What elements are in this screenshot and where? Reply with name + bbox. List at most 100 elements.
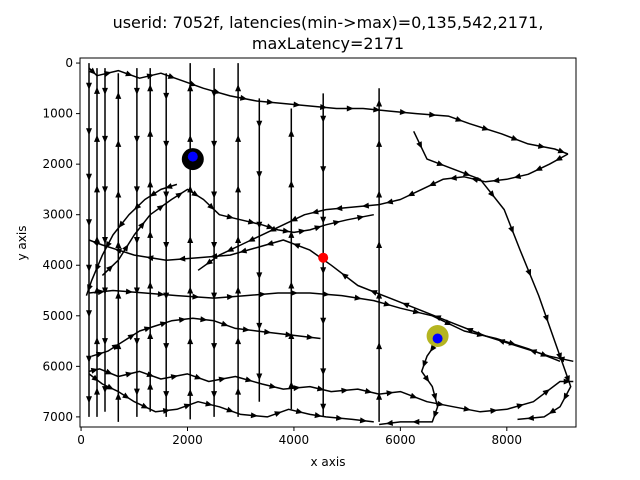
series-17-arrow-7 [163, 391, 170, 399]
series-6-arrow-2 [422, 359, 429, 368]
x-tick-label-4: 8000 [492, 433, 523, 447]
series-22-arrow-2 [288, 332, 295, 339]
series-3-arrow-13 [373, 106, 381, 113]
series-9-arrow-5 [175, 192, 183, 199]
series-0-arrow-6 [194, 373, 202, 380]
series-6-arrow-1 [429, 344, 437, 352]
series-11-arrow-7 [86, 355, 92, 363]
series-24-arrow-7 [376, 99, 383, 107]
series-2-arrow-13 [476, 331, 485, 338]
series-9-arrow-9 [247, 218, 256, 225]
series-21-arrow-5 [256, 322, 263, 330]
chart-title-line1: userid: 7052f, latencies(min->max)=0,135… [113, 13, 544, 32]
series-2-arrow-11 [412, 308, 421, 315]
series-13-arrow-6 [102, 338, 108, 346]
series-4-arrow-4 [492, 177, 500, 184]
series-22-arrow-1 [288, 381, 295, 389]
series-19-arrow-6 [211, 343, 218, 351]
series-0-arrow-8 [244, 376, 253, 383]
series-4-arrow-17 [205, 258, 213, 266]
series-6-arrow-6 [412, 418, 420, 425]
series-11-arrow-5 [86, 264, 92, 272]
series-4-arrow-16 [226, 246, 235, 252]
series-15-arrow-2 [133, 135, 140, 143]
series-13-arrow-4 [102, 237, 108, 244]
series-17-arrow-4 [163, 242, 170, 249]
series-4-arrow-15 [247, 236, 256, 242]
series-13-arrow-7 [102, 386, 108, 394]
series-11-arrow-6 [86, 310, 92, 318]
series-16-arrow-1 [147, 382, 154, 390]
series-11-arrow-3 [86, 173, 92, 181]
series-18-arrow-7 [187, 84, 194, 92]
series-15-arrow-4 [133, 237, 140, 244]
series-7-arrow-13 [335, 414, 344, 421]
y-tick-label-3: 3000 [42, 208, 73, 222]
chart-title-line2: maxLatency=2171 [252, 34, 404, 53]
series-6-arrow-4 [431, 393, 438, 401]
y-tick-label-2: 2000 [42, 157, 73, 171]
series-2-arrow-6 [258, 291, 266, 298]
series-23-arrow-2 [320, 166, 327, 174]
series-19-arrow-7 [211, 391, 218, 399]
series-8-arrow-4 [143, 326, 152, 333]
series-3-arrow-19 [537, 142, 546, 149]
series-9-arrow-8 [226, 213, 234, 220]
series-line-7 [88, 373, 374, 423]
series-9-arrow-4 [156, 204, 165, 212]
series-24-arrow-6 [376, 139, 383, 147]
series-20-arrow-1 [235, 387, 242, 395]
y-tick-label-6: 6000 [42, 359, 73, 373]
series-line-5 [413, 130, 572, 421]
series-5-arrow-10 [563, 392, 570, 401]
series-11-arrow-1 [86, 82, 92, 90]
marker-3 [432, 333, 443, 344]
y-tick-label-1: 1000 [42, 107, 73, 121]
series-5-arrow-7 [542, 314, 549, 323]
series-2-arrow-9 [354, 294, 362, 301]
series-3-arrow-9 [266, 98, 274, 105]
series-22-arrow-3 [288, 281, 295, 289]
series-23-arrow-6 [320, 368, 327, 376]
series-2-arrow-5 [226, 294, 235, 301]
series-21-arrow-4 [256, 272, 263, 280]
series-2-arrow-7 [290, 290, 298, 296]
series-7-arrow-7 [205, 400, 213, 407]
series-19-arrow-5 [211, 292, 218, 300]
series-1-arrow-10 [292, 243, 301, 249]
series-4-arrow-8 [407, 190, 415, 197]
series-7-arrow-10 [274, 411, 282, 417]
series-2-arrow-12 [444, 319, 452, 326]
x-tick-label-2: 4000 [279, 433, 310, 447]
series-0-arrow-2 [105, 368, 113, 375]
series-0-arrow-15 [409, 392, 418, 399]
series-1-arrow-14 [178, 255, 186, 262]
series-8-arrow-12 [306, 333, 314, 340]
series-18-arrow-4 [187, 236, 194, 243]
series-8-arrow-9 [242, 326, 250, 333]
y-tick-label-7: 7000 [42, 410, 73, 424]
series-17-arrow-6 [163, 343, 170, 351]
series-line-6 [379, 340, 439, 426]
series-19-arrow-3 [211, 191, 218, 199]
x-tick-label-3: 6000 [385, 433, 416, 447]
series-4-arrow-1 [555, 155, 563, 162]
series-13-arrow-2 [102, 135, 108, 143]
series-18-arrow-2 [187, 337, 194, 345]
x-axis-ticks: 0 2000 4000 6000 8000 [77, 427, 522, 447]
series-6-arrow-3 [422, 374, 430, 383]
series-12-arrow-5 [94, 185, 100, 193]
series-7-arrow-12 [314, 412, 322, 419]
series-0-arrow-3 [125, 371, 133, 378]
series-9-arrow-3 [138, 221, 145, 230]
series-11-arrow-2 [86, 128, 92, 136]
series-7-arrow-3 [122, 392, 130, 399]
series-1-arrow-7 [370, 290, 378, 296]
series-line-8 [91, 317, 321, 357]
series-15-arrow-7 [133, 388, 140, 396]
series-2-arrow-3 [157, 291, 165, 298]
series-3-arrow-12 [346, 105, 354, 112]
series-2-arrow-1 [97, 289, 105, 296]
x-tick-label-0: 0 [77, 433, 85, 447]
series-21-arrow-6 [256, 373, 263, 381]
